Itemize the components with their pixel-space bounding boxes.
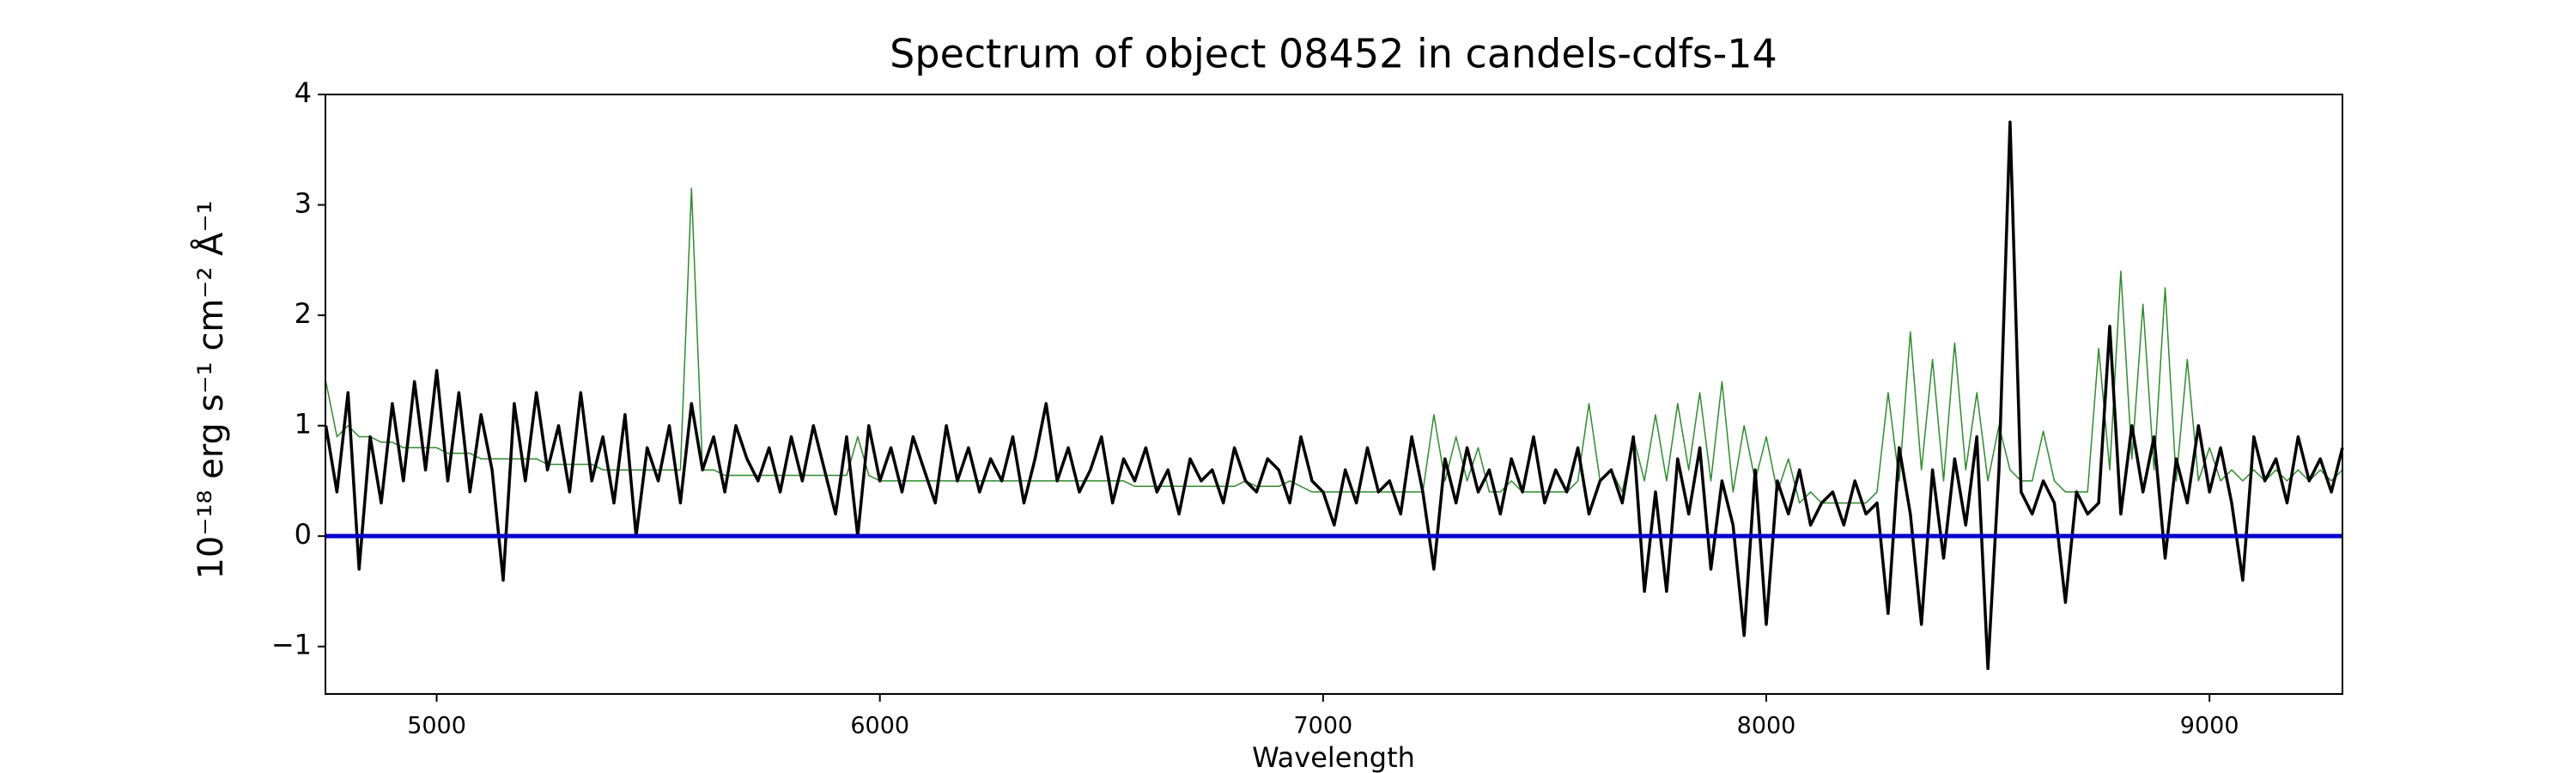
y-tick-label: 4 — [295, 76, 312, 109]
spectrum-line — [324, 120, 2344, 671]
y-tick-label: 0 — [295, 518, 312, 551]
chart-title: Spectrum of object 08452 in candels-cdfs… — [890, 31, 1777, 77]
x-axis-label: Wavelength — [1252, 741, 1415, 773]
x-tick-label: 8000 — [1737, 713, 1796, 740]
y-tick-label: −1 — [271, 629, 312, 661]
x-tick-label: 9000 — [2180, 713, 2239, 740]
y-tick-label: 1 — [295, 408, 312, 441]
x-tick-label: 7000 — [1293, 713, 1352, 740]
y-axis-label: 10⁻¹⁸ erg s⁻¹ cm⁻² Å⁻¹ — [190, 200, 231, 579]
plot-frame — [325, 94, 2343, 695]
y-tick-label: 2 — [295, 297, 312, 330]
y-tick-label: 3 — [295, 187, 312, 220]
x-tick-label: 5000 — [407, 713, 466, 740]
x-tick-label: 6000 — [850, 713, 909, 740]
